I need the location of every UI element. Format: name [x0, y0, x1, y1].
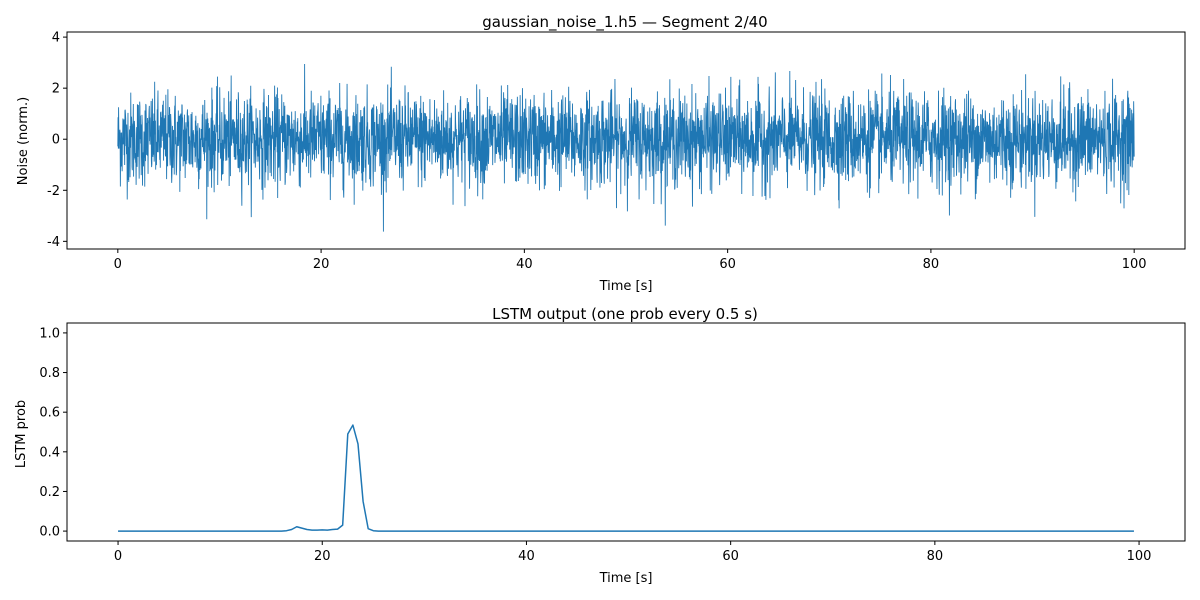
noise-y-tick-label: 0	[52, 133, 60, 148]
lstm-axes-frame	[66, 322, 1186, 542]
lstm-axes: LSTM output (one prob every 0.5 s) 0 20 40…	[14, 305, 1186, 586]
lstm-x-tick-label: 60	[722, 549, 739, 564]
noise-series-line	[117, 63, 1135, 232]
noise-x-tick-label: 100	[1122, 257, 1147, 272]
lstm-chart-title: LSTM output (one prob every 0.5 s)	[492, 305, 758, 323]
lstm-x-tick-label: 20	[314, 549, 331, 564]
noise-ticks: 0 20 40 60 80 100 -4 -2 0 2 4	[47, 31, 1147, 272]
noise-y-tick-label: -4	[47, 235, 60, 250]
lstm-y-tick-label: 0.2	[39, 485, 60, 500]
lstm-y-tick-label: 0.0	[39, 525, 60, 540]
lstm-x-tick-label: 100	[1127, 549, 1152, 564]
noise-x-tick-label: 0	[114, 257, 122, 272]
noise-x-tick-label: 20	[313, 257, 330, 272]
noise-axes: gaussian_noise_1.h5 — Segment 2/40 0 20 40…	[16, 13, 1186, 294]
lstm-y-axis-label: LSTM prob	[14, 400, 29, 468]
lstm-y-tick-label: 0.8	[39, 366, 60, 381]
noise-x-tick-label: 80	[923, 257, 940, 272]
lstm-y-tick-label: 0.4	[39, 445, 60, 460]
noise-x-tick-label: 40	[516, 257, 533, 272]
noise-y-axis-label: Noise (norm.)	[16, 97, 31, 185]
lstm-series-line	[118, 424, 1134, 532]
lstm-y-tick-label: 1.0	[39, 326, 60, 341]
lstm-x-tick-label: 40	[518, 549, 535, 564]
noise-y-tick-label: 4	[52, 31, 60, 46]
lstm-x-tick-label: 0	[114, 549, 122, 564]
noise-x-tick-label: 60	[719, 257, 736, 272]
noise-x-axis-label: Time [s]	[599, 279, 653, 294]
lstm-y-tick-label: 0.6	[39, 406, 60, 421]
noise-y-tick-label: 2	[52, 82, 60, 97]
lstm-x-tick-label: 80	[927, 549, 944, 564]
noise-y-tick-label: -2	[47, 184, 60, 199]
lstm-x-axis-label: Time [s]	[599, 571, 653, 586]
noise-chart-title: gaussian_noise_1.h5 — Segment 2/40	[482, 13, 767, 32]
noise-axes-frame	[66, 31, 1186, 250]
lstm-ticks: 0 20 40 60 80 100 0.0 0.2 0.4 0.6 0.8 1.0	[39, 326, 1151, 564]
noise-plot-area	[117, 63, 1135, 232]
lstm-plot-area	[118, 424, 1134, 532]
